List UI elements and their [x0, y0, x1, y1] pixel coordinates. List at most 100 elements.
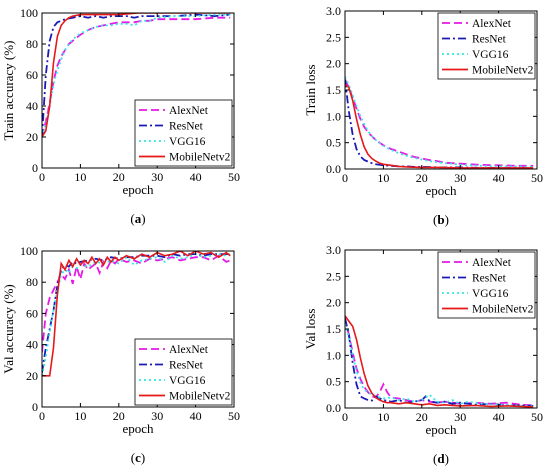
- y-axis-label: Train loss: [303, 64, 318, 115]
- legend-label: AlexNet: [472, 257, 512, 269]
- y-tick-label: 100: [20, 244, 38, 258]
- x-tick-label: 30: [454, 171, 466, 185]
- x-tick-label: 20: [416, 171, 428, 185]
- x-tick-label: 30: [151, 170, 163, 184]
- y-tick-label: 1.0: [326, 109, 341, 123]
- panel-label: (d): [433, 451, 449, 466]
- x-tick-label: 40: [493, 171, 505, 185]
- y-tick-label: 1.5: [326, 83, 341, 97]
- x-tick-label: 50: [531, 171, 543, 185]
- panel-label: (b): [433, 212, 449, 227]
- x-axis-label: epoch: [425, 422, 457, 437]
- chart-panel-b: 0 10 20 30 40 50 0.0 0.5 1.0 1.5 2.0 2.5 3.0 epoch Tra…: [303, 4, 543, 227]
- chart-panel-c: 0 10 20 30 40 50 0 20 40 60 80 100 epoch Val accuracy…: [1, 244, 240, 465]
- legend-label: VGG16: [472, 49, 509, 61]
- legend: AlexNet ResNet VGG16 MobileNetv2: [134, 338, 233, 406]
- x-tick-label: 20: [416, 410, 428, 424]
- x-tick-label: 50: [531, 410, 543, 424]
- legend-label: MobileNetv2: [169, 391, 231, 403]
- chart-panel-d: 0 10 20 30 40 50 0.0 0.5 1.0 1.5 2.0 2.5 3.0 epoch Val…: [303, 243, 543, 466]
- chart-panel-a: 0 10 20 30 40 50 0 20 40 60 80 100 epoch Train accura…: [1, 6, 240, 226]
- y-tick-label: 0: [32, 161, 38, 175]
- x-tick-label: 0: [39, 409, 45, 423]
- series-line-alexnet: [345, 318, 534, 407]
- panel-label: (a): [130, 211, 145, 226]
- series-line-alexnet: [345, 79, 534, 167]
- y-tick-label: 2.0: [326, 296, 341, 310]
- y-tick-label: 3.0: [326, 243, 341, 257]
- y-tick-label: 40: [26, 99, 38, 113]
- y-tick-label: 40: [26, 338, 38, 352]
- x-tick-label: 10: [377, 171, 389, 185]
- x-tick-label: 10: [377, 410, 389, 424]
- y-axis-label: Val loss: [303, 309, 318, 350]
- y-tick-label: 1.5: [326, 322, 341, 336]
- x-tick-label: 0: [342, 171, 348, 185]
- legend-label: AlexNet: [472, 18, 512, 30]
- y-tick-label: 2.5: [326, 269, 341, 283]
- x-tick-label: 40: [493, 410, 505, 424]
- series-line-mobilenetv2: [345, 84, 534, 169]
- panel-label: (c): [131, 450, 145, 465]
- x-tick-label: 40: [190, 170, 202, 184]
- y-tick-label: 80: [26, 37, 38, 51]
- legend-box: [134, 99, 233, 167]
- y-tick-label: 2.0: [326, 57, 341, 71]
- legend-label: VGG16: [169, 136, 206, 148]
- x-tick-label: 50: [228, 409, 240, 423]
- y-tick-label: 1.0: [326, 348, 341, 362]
- series-line-mobilenetv2: [42, 251, 231, 377]
- y-tick-label: 0.5: [326, 136, 341, 150]
- series-line-resnet: [42, 13, 231, 138]
- x-axis-label: epoch: [425, 183, 457, 198]
- plot-frame: [41, 250, 235, 408]
- legend-label: VGG16: [169, 375, 206, 387]
- legend-label: MobileNetv2: [472, 304, 534, 316]
- legend-label: ResNet: [472, 34, 507, 46]
- y-tick-label: 60: [26, 306, 38, 320]
- y-tick-label: 80: [26, 275, 38, 289]
- x-axis-label: epoch: [122, 421, 154, 436]
- x-tick-label: 30: [151, 409, 163, 423]
- legend: AlexNet ResNet VGG16 MobileNetv2: [134, 99, 233, 167]
- y-tick-label: 20: [26, 130, 38, 144]
- y-tick-label: 0.0: [326, 162, 341, 176]
- legend: AlexNet ResNet VGG16 MobileNetv2: [437, 12, 536, 80]
- x-tick-label: 30: [454, 410, 466, 424]
- x-tick-label: 10: [74, 170, 86, 184]
- legend-label: MobileNetv2: [169, 152, 231, 164]
- y-axis-label: Train accuracy (%): [1, 41, 16, 141]
- x-tick-label: 40: [190, 409, 202, 423]
- x-tick-label: 10: [74, 409, 86, 423]
- legend: AlexNet ResNet VGG16 MobileNetv2: [437, 251, 536, 319]
- series-line-mobilenetv2: [345, 315, 534, 408]
- y-tick-label: 0.0: [326, 401, 341, 415]
- x-axis-label: epoch: [122, 182, 154, 197]
- x-tick-label: 20: [113, 170, 125, 184]
- x-tick-label: 0: [39, 170, 45, 184]
- x-tick-label: 50: [228, 170, 240, 184]
- y-tick-label: 100: [20, 6, 38, 20]
- y-tick-label: 0.5: [326, 375, 341, 389]
- legend-box: [437, 12, 536, 80]
- y-tick-label: 2.5: [326, 30, 341, 44]
- y-tick-label: 3.0: [326, 4, 341, 18]
- y-tick-label: 60: [26, 68, 38, 82]
- series-line-vgg16: [345, 323, 534, 408]
- legend-label: ResNet: [472, 273, 507, 285]
- y-axis-label: Val accuracy (%): [1, 284, 16, 374]
- legend-box: [437, 251, 536, 319]
- legend-label: AlexNet: [169, 344, 209, 356]
- legend-box: [134, 338, 233, 406]
- x-tick-label: 0: [342, 410, 348, 424]
- series-line-mobilenetv2: [42, 13, 231, 138]
- y-tick-label: 0: [32, 400, 38, 414]
- series-line-alexnet: [42, 254, 231, 353]
- plot-frame: [41, 12, 235, 169]
- legend-label: MobileNetv2: [472, 65, 534, 77]
- legend-label: VGG16: [472, 288, 509, 300]
- series-line-vgg16: [345, 76, 534, 168]
- y-tick-label: 20: [26, 369, 38, 383]
- series-line-alexnet: [42, 16, 231, 138]
